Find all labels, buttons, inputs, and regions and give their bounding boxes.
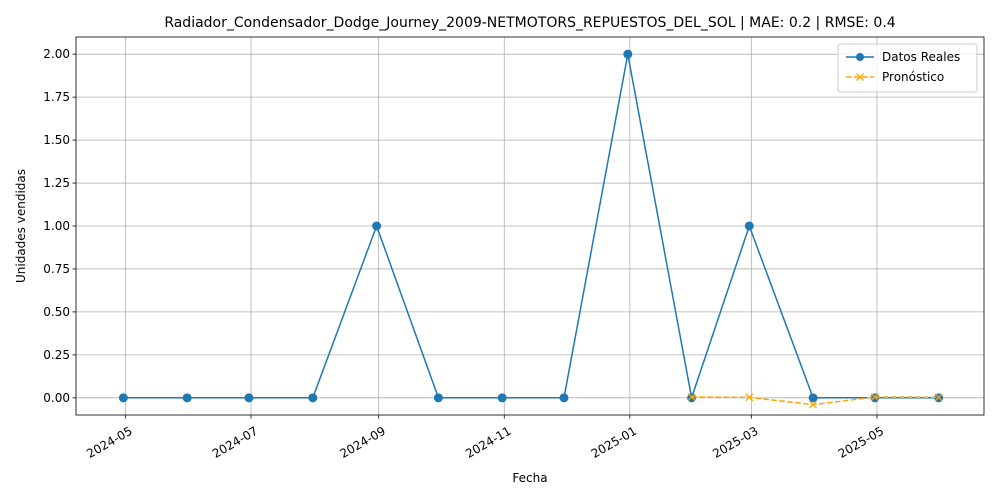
marker-stroke [687,392,696,401]
x-tick-label: 2025-01 [589,424,639,461]
marker-stroke [934,393,943,402]
data-point [182,393,192,403]
x-tick-label: 2025-05 [836,424,886,461]
y-tick-label: 1.75 [43,90,70,104]
x-axis-label: Fecha [512,471,547,485]
legend-swatch-marker [856,73,864,81]
y-tick-label: 2.00 [43,47,70,61]
data-point [809,400,818,409]
series-line [123,54,939,401]
y-tick-label: 0.25 [43,348,70,362]
x-tick-label: 2024-07 [210,424,260,461]
data-point [870,392,879,401]
y-tick-label: 0.50 [43,305,70,319]
data-point [934,393,943,402]
data-point [808,393,818,403]
series-layer [118,49,944,409]
legend-label: Datos Reales [882,50,960,64]
data-point [308,393,318,403]
legend-label: Pronóstico [882,70,944,84]
legend-swatch-marker [856,53,864,61]
data-point [372,221,382,231]
data-point [118,393,128,403]
legend: Datos Reales Pronóstico [837,43,978,93]
y-tick-label: 0.75 [43,262,70,276]
data-point [687,392,696,401]
x-tick-label: 2024-09 [338,424,388,461]
x-tick-label: 2024-11 [463,424,513,461]
marker-stroke [745,393,754,402]
data-point [433,393,443,403]
y-axis-label: Unidades vendidas [14,169,28,283]
marker-stroke [870,392,879,401]
legend-box [837,43,978,93]
y-tick-label: 0.00 [43,391,70,405]
data-point [497,393,507,403]
x-tick-label: 2024-05 [84,424,134,461]
y-tick-label: 1.25 [43,176,70,190]
data-point [244,393,254,403]
data-point [745,393,754,402]
x-tick-label: 2025-03 [710,424,760,461]
chart-title: Radiador_Condensador_Dodge_Journey_2009-… [164,15,895,31]
marker-stroke [809,400,818,409]
data-point [623,49,633,59]
data-point [559,393,569,403]
y-tick-label: 1.50 [43,133,70,147]
grid-lines [76,37,984,415]
marker-stroke [856,73,864,81]
data-point [744,221,754,231]
y-tick-label: 1.00 [43,219,70,233]
